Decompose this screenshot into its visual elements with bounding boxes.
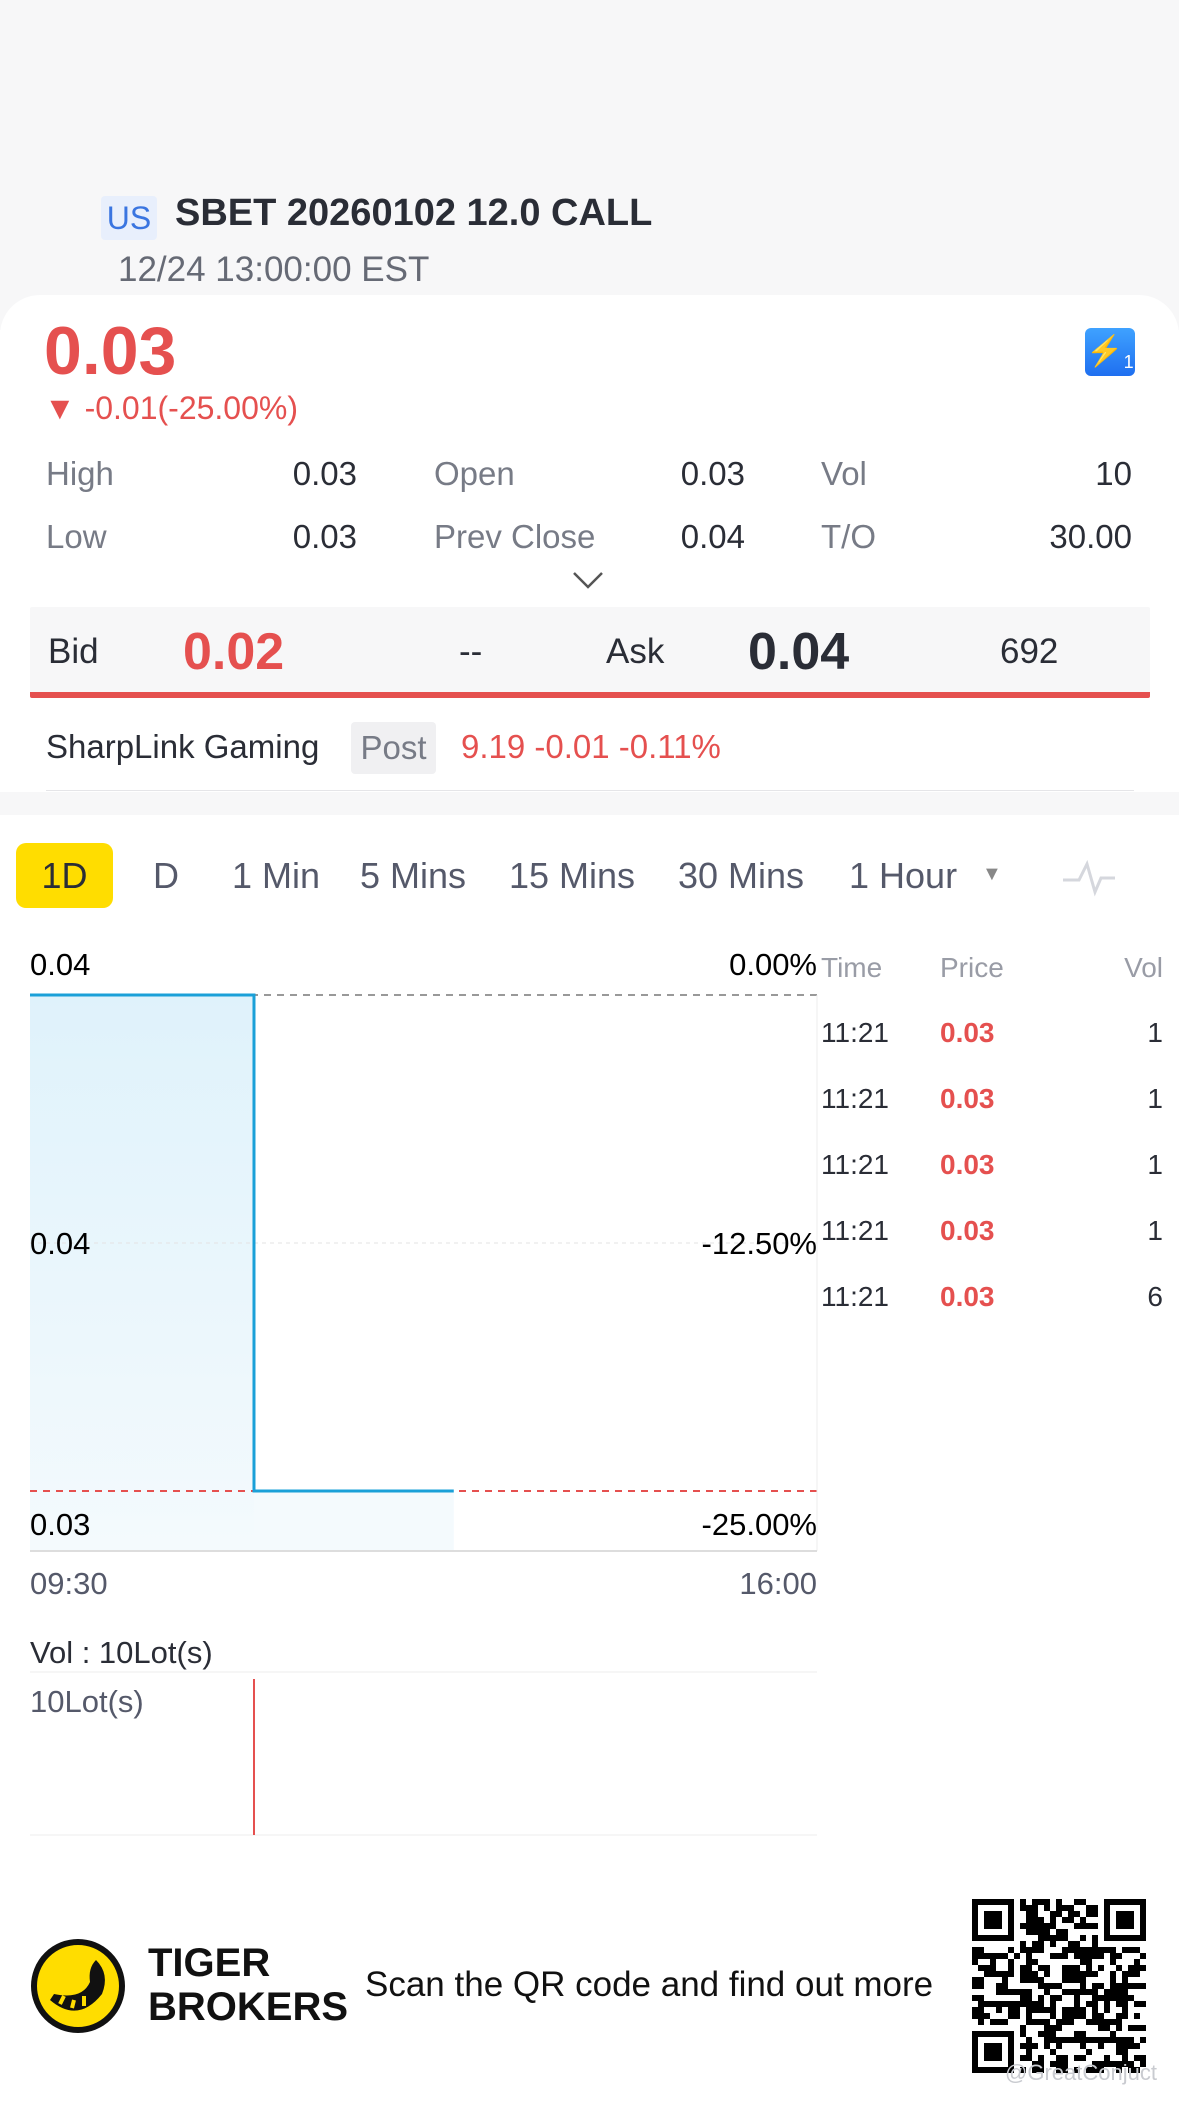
- trade-price: 0.03: [940, 1017, 995, 1048]
- watermark: @GreatConjuct: [1005, 2060, 1157, 2085]
- trade-price: 0.03: [940, 1215, 995, 1246]
- trade-vol: 1: [1147, 1083, 1163, 1114]
- caret-down-icon[interactable]: ▼: [982, 863, 1002, 885]
- brand-line1: TIGER: [148, 1941, 271, 1985]
- bid-size: --: [459, 632, 483, 671]
- header: [0, 0, 1179, 330]
- stat-value: 10: [1095, 455, 1132, 492]
- price-line: [30, 993, 454, 1493]
- stat-value: 0.04: [680, 518, 745, 555]
- trade-price: 0.03: [940, 1281, 995, 1312]
- contract-title: SBET 20260102 12.0 CALL: [175, 192, 653, 234]
- y-label-bottom: 0.03: [30, 1507, 90, 1542]
- tab-1-min[interactable]: 1 Min: [232, 855, 321, 896]
- area-fill: [253, 1491, 454, 1551]
- tab-5-mins[interactable]: 5 Mins: [360, 855, 467, 896]
- stat-label: Open: [434, 455, 515, 492]
- tiger-brokers-logo: [31, 1939, 125, 2033]
- price-change: ▼ -0.01(-25.00%): [44, 390, 298, 427]
- tab-1-hour[interactable]: 1 Hour: [849, 855, 958, 896]
- section-gap: [0, 792, 1179, 815]
- stat-label: High: [46, 455, 114, 492]
- trade-time: 11:21: [821, 1215, 889, 1246]
- tab-15-mins[interactable]: 15 Mins: [509, 855, 636, 896]
- volume-bar: [252, 1679, 255, 1835]
- lightning-icon[interactable]: ⚡1: [1085, 328, 1135, 376]
- price-chart[interactable]: 0.04 0.04 0.03 0.00% -12.50% -25.00% 09:30 16:0…: [0, 930, 830, 1850]
- session-badge: Post: [351, 722, 436, 774]
- trade-time: 11:21: [821, 1149, 889, 1180]
- indicator-wave-icon[interactable]: [1061, 858, 1117, 898]
- trade-price: 0.03: [940, 1149, 995, 1180]
- quote-card: [0, 295, 1179, 795]
- stat-label: Low: [46, 518, 107, 555]
- change-value: -0.01(-25.00%): [84, 390, 298, 426]
- pct-label-mid: -12.50%: [702, 1226, 817, 1261]
- volume-label: Vol : 10Lot(s): [30, 1635, 213, 1670]
- y-label-mid: 0.04: [30, 1226, 90, 1261]
- market-badge: US: [101, 196, 157, 240]
- trades-header-vol: Vol: [1124, 952, 1163, 983]
- brand-name: TIGER BROKERS: [148, 1941, 348, 2029]
- trade-vol: 6: [1147, 1281, 1163, 1312]
- qr-cta: Scan the QR code and find out more: [365, 1965, 934, 2004]
- bid-price: 0.02: [183, 623, 285, 681]
- stat-label: Vol: [821, 455, 867, 492]
- volume-axis-label: 10Lot(s): [30, 1684, 144, 1719]
- last-price: 0.03: [44, 313, 177, 389]
- trade-time: 11:21: [821, 1017, 889, 1048]
- ask-label: Ask: [606, 632, 665, 671]
- stat-value: 0.03: [680, 455, 745, 492]
- chevron-down-icon[interactable]: [572, 570, 604, 590]
- tab-30-mins[interactable]: 30 Mins: [678, 855, 805, 896]
- trade-price: 0.03: [940, 1083, 995, 1114]
- ask-size: 692: [1000, 632, 1059, 671]
- underlying-name[interactable]: SharpLink Gaming: [46, 728, 320, 765]
- trade-vol: 1: [1147, 1017, 1163, 1048]
- area-fill: [30, 995, 254, 1551]
- y-label-top: 0.04: [30, 947, 90, 982]
- bid-ask-bar: [30, 607, 1150, 698]
- trades-header-price: Price: [940, 952, 1004, 983]
- qr-code: [972, 1899, 1146, 2073]
- x-tick-start: 09:30: [30, 1566, 108, 1601]
- pct-label-bottom: -25.00%: [702, 1507, 817, 1542]
- trades-header-time: Time: [821, 952, 883, 983]
- trade-time: 11:21: [821, 1083, 889, 1114]
- stat-label: Prev Close: [434, 518, 596, 555]
- trade-vol: 1: [1147, 1215, 1163, 1246]
- lightning-badge: 1: [1123, 352, 1134, 372]
- divider: [46, 790, 1134, 791]
- x-tick-end: 16:00: [739, 1566, 817, 1601]
- stat-value: 0.03: [292, 455, 357, 492]
- trade-vol: 1: [1147, 1149, 1163, 1180]
- ask-price: 0.04: [748, 623, 850, 681]
- stat-label: T/O: [821, 518, 876, 555]
- tab-1d[interactable]: 1D: [16, 843, 113, 908]
- quote-time: 12/24 13:00:00 EST: [118, 250, 430, 289]
- brand-line2: BROKERS: [148, 1985, 349, 2029]
- stat-value: 0.03: [292, 518, 357, 555]
- underlying-quote: 9.19 -0.01 -0.11%: [461, 728, 721, 765]
- trade-time: 11:21: [821, 1281, 889, 1312]
- triangle-down-icon: ▼: [44, 390, 85, 426]
- stat-value: 30.00: [1049, 518, 1132, 555]
- bid-label: Bid: [48, 632, 99, 671]
- tab-d[interactable]: D: [153, 855, 179, 896]
- pct-label-top: 0.00%: [729, 947, 817, 982]
